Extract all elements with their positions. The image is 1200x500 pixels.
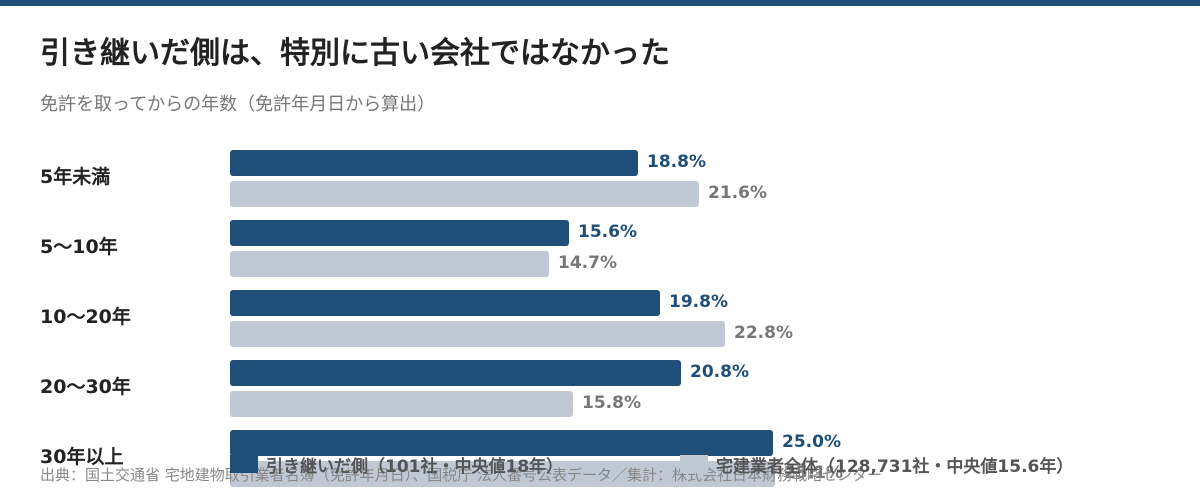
category-label: 10〜20年: [40, 306, 131, 328]
category-label: 5年未満: [40, 166, 111, 188]
data-label: 25.0%: [782, 432, 841, 452]
legend-swatch-comparison: [680, 455, 708, 473]
bar-comparison: [230, 251, 549, 277]
data-label: 15.8%: [582, 393, 641, 413]
bar-comparison: [230, 321, 725, 347]
top-accent-bar: [0, 0, 1200, 6]
chart-subtitle: 免許を取ってからの年数（免許年月日から算出）: [40, 94, 436, 115]
bar-primary: [230, 220, 569, 246]
chart-title: 引き継いだ側は、特別に古い会社ではなかった: [40, 36, 670, 71]
data-label: 22.8%: [734, 323, 793, 343]
category-label: 5〜10年: [40, 236, 118, 258]
data-label: 21.6%: [708, 183, 767, 203]
bar-primary: [230, 290, 660, 316]
legend-label-primary: 引き継いだ側（101社・中央値18年）: [266, 456, 564, 477]
bar-primary: [230, 360, 681, 386]
data-label: 20.8%: [690, 362, 749, 382]
legend-item-primary: 引き継いだ側（101社・中央値18年）: [230, 452, 564, 477]
category-label: 20〜30年: [40, 376, 131, 398]
legend-item-comparison: 宅建業者全体（128,731社・中央値15.6年）: [680, 452, 1074, 477]
category-label: 30年以上: [40, 446, 124, 468]
data-label: 18.8%: [647, 152, 706, 172]
legend-label-comparison: 宅建業者全体（128,731社・中央値15.6年）: [716, 456, 1074, 477]
data-label: 19.8%: [669, 292, 728, 312]
bar-comparison: [230, 391, 573, 417]
data-label: 14.7%: [558, 253, 617, 273]
data-label: 25.1%: [784, 463, 843, 483]
bar-primary: [230, 430, 773, 456]
data-label: 15.6%: [578, 222, 637, 242]
legend-swatch-primary: [230, 455, 258, 473]
bar-primary: [230, 150, 638, 176]
bar-comparison: [230, 181, 699, 207]
